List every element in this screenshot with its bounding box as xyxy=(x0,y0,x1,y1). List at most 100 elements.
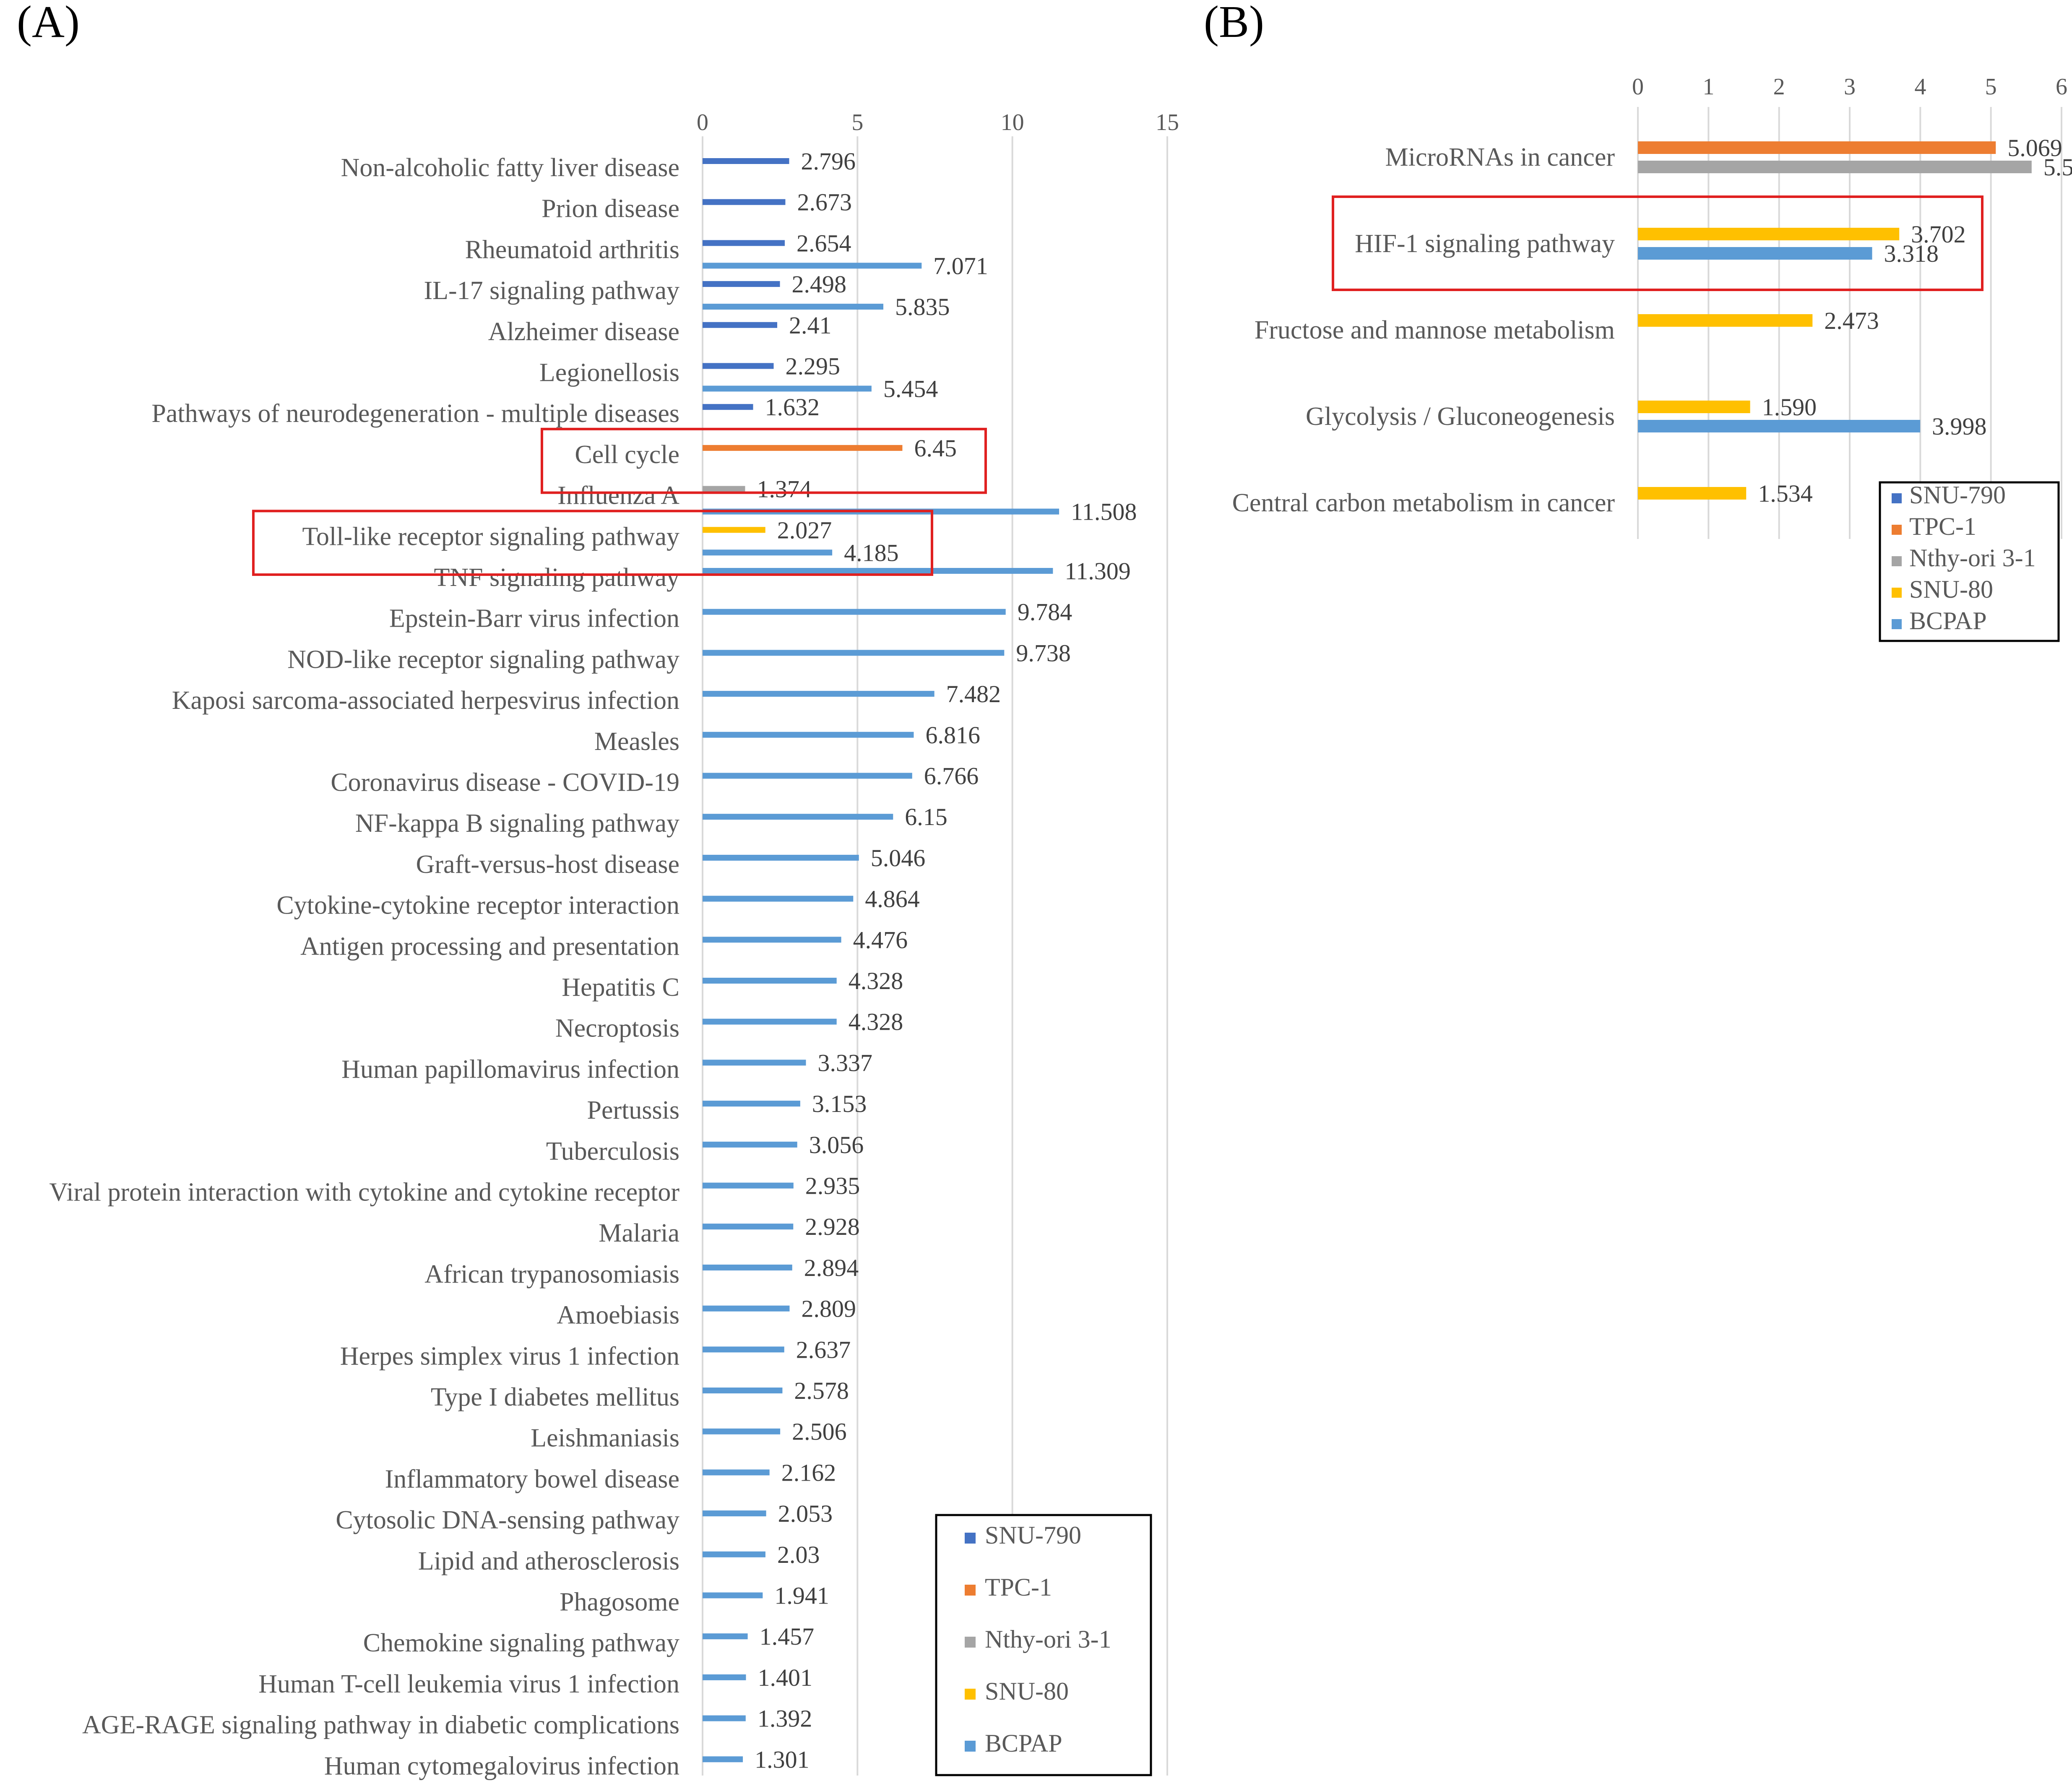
data-label-tpc-1-cell-cycle: 6.45 xyxy=(914,435,957,462)
bar-bcpap-il-17-signaling-pathway xyxy=(703,304,884,310)
bar-bcpap-kaposi-sarcoma-associated-herpesvirus-infection xyxy=(703,691,934,697)
category-label-hif-1-signaling-pathway: HIF-1 signaling pathway xyxy=(1355,229,1615,258)
legend-label-nthy-ori-3-1: Nthy-ori 3-1 xyxy=(1909,544,2036,572)
legend-label-tpc-1: TPC-1 xyxy=(985,1573,1052,1601)
bar-bcpap-nf-kappa-b-signaling-pathway xyxy=(703,814,893,820)
data-label-bcpap-nf-kappa-b-signaling-pathway: 6.15 xyxy=(905,803,947,831)
data-label-bcpap-glycolysis-gluconeogenesis: 3.998 xyxy=(1932,413,1987,440)
data-label-bcpap-nod-like-receptor-signaling-pathway: 9.738 xyxy=(1016,639,1071,666)
x-tick-label-4: 4 xyxy=(1914,74,1926,100)
category-label-cytosolic-dna-sensing-pathway: Cytosolic DNA-sensing pathway xyxy=(336,1506,679,1534)
legend-label-snu-80: SNU-80 xyxy=(1909,575,1993,603)
panel-b-chart: 0 1 2 3 4 5 6 MicroRNAs in cancer HIF-1 signalin… xyxy=(1232,74,2072,642)
bar-nthy-ori-3-1-micrornas-in-cancer xyxy=(1638,161,2032,173)
data-label-snu-80-hif-1-signaling-pathway: 3.702 xyxy=(1911,221,1966,248)
bar-bcpap-phagosome xyxy=(703,1592,763,1599)
legend-swatch-bcpap xyxy=(1892,619,1902,629)
bar-bcpap-chemokine-signaling-pathway xyxy=(703,1633,748,1640)
category-label-epstein-barr-virus-infection: Epstein-Barr virus infection xyxy=(389,604,679,633)
legend-swatch-bcpap xyxy=(965,1741,976,1752)
data-label-bcpap-il-17-signaling-pathway: 5.835 xyxy=(895,293,950,320)
legend-panel-a: SNU-790 TPC-1 Nthy-ori 3-1 SNU-80 BCPAP xyxy=(935,1514,1152,1776)
x-tick-label-5: 5 xyxy=(851,109,863,135)
category-label-alzheimer-disease: Alzheimer disease xyxy=(488,318,679,346)
category-label-fructose-and-mannose-metabolism: Fructose and mannose metabolism xyxy=(1255,316,1615,344)
bar-bcpap-tuberculosis xyxy=(703,1141,797,1148)
data-label-bcpap-hif-1-signaling-pathway: 3.318 xyxy=(1884,240,1939,267)
bar-bcpap-epstein-barr-virus-infection xyxy=(703,609,1006,615)
category-label-antigen-processing-and-presentation: Antigen processing and presentation xyxy=(300,932,679,961)
data-label-nthy-ori-3-1-influenza-a: 1.374 xyxy=(757,476,812,503)
category-label-glycolysis-gluconeogenesis: Glycolysis / Gluconeogenesis xyxy=(1306,402,1615,431)
category-label-inflammatory-bowel-disease: Inflammatory bowel disease xyxy=(385,1465,679,1493)
data-label-bcpap-measles: 6.816 xyxy=(925,721,980,749)
bar-bcpap-type-i-diabetes-mellitus xyxy=(703,1388,783,1393)
category-label-tnf-signaling-pathway: TNF signaling pathway xyxy=(434,563,680,592)
bar-bcpap-age-rage-signaling-pathway-in-diabetic-complications xyxy=(703,1715,746,1721)
category-label-herpes-simplex-virus-1-infection: Herpes simplex virus 1 infection xyxy=(340,1342,679,1370)
data-label-snu-80-fructose-and-mannose-metabolism: 2.473 xyxy=(1824,307,1879,334)
data-label-snu-80-central-carbon-metabolism-in-cancer: 1.534 xyxy=(1758,480,1813,507)
bar-bcpap-viral-protein-interaction-with-cytokine-and-cytokine-receptor xyxy=(703,1182,794,1189)
x-tick-label-10: 10 xyxy=(1001,109,1024,135)
bar-bcpap-malaria xyxy=(703,1224,794,1230)
data-label-bcpap-phagosome: 1.941 xyxy=(774,1582,829,1609)
data-label-bcpap-tuberculosis: 3.056 xyxy=(809,1131,864,1159)
legend-label-snu-80: SNU-80 xyxy=(985,1677,1069,1705)
x-tick-label-2: 2 xyxy=(1773,74,1785,100)
bar-bcpap-legionellosis xyxy=(703,385,872,392)
legend-label-snu-790: SNU-790 xyxy=(1909,481,2006,509)
data-label-snu-790-legionellosis: 2.295 xyxy=(786,353,841,380)
x-tick-label-0: 0 xyxy=(1632,74,1644,100)
bar-bcpap-herpes-simplex-virus-1-infection xyxy=(703,1346,784,1353)
data-label-bcpap-graft-versus-host-disease: 5.046 xyxy=(871,844,926,872)
bar-bcpap-toll-like-receptor-signaling-pathway xyxy=(703,549,833,556)
data-label-bcpap-cytosolic-dna-sensing-pathway: 2.053 xyxy=(778,1500,833,1527)
bar-bcpap-lipid-and-atherosclerosis xyxy=(703,1551,765,1557)
category-label-leishmaniasis: Leishmaniasis xyxy=(531,1424,679,1453)
legend-swatch-tpc-1 xyxy=(965,1585,976,1596)
bar-snu-80-fructose-and-mannose-metabolism xyxy=(1638,314,1813,327)
data-label-bcpap-amoebiasis: 2.809 xyxy=(801,1295,856,1323)
data-label-bcpap-pertussis: 3.153 xyxy=(812,1090,867,1117)
legend-label-tpc-1: TPC-1 xyxy=(1909,513,1976,540)
x-tick-label-6: 6 xyxy=(2056,74,2067,100)
bar-snu-790-alzheimer-disease xyxy=(703,322,778,328)
legend-swatch-nthy-ori-3-1 xyxy=(1892,556,1902,566)
bar-bcpap-cytosolic-dna-sensing-pathway xyxy=(703,1510,766,1517)
data-label-bcpap-necroptosis: 4.328 xyxy=(849,1008,903,1036)
highlight-box-toll-like-receptor-signaling-pathway xyxy=(252,510,933,576)
bar-bcpap-hepatitis-c xyxy=(703,978,837,984)
bar-snu-790-prion-disease xyxy=(703,199,786,205)
category-label-human-papillomavirus-infection: Human papillomavirus infection xyxy=(341,1055,679,1083)
data-label-bcpap-cytokine-cytokine-receptor-interaction: 4.864 xyxy=(865,885,920,913)
panel-b-label: (B) xyxy=(1204,0,1264,47)
data-label-bcpap-hepatitis-c: 4.328 xyxy=(849,967,903,995)
x-tick-label-0: 0 xyxy=(697,109,708,135)
bar-snu-790-non-alcoholic-fatty-liver-disease xyxy=(703,158,789,164)
data-label-bcpap-kaposi-sarcoma-associated-herpesvirus-infection: 7.482 xyxy=(946,680,1001,708)
legend-swatch-tpc-1 xyxy=(1892,525,1902,535)
data-label-bcpap-age-rage-signaling-pathway-in-diabetic-complications: 1.392 xyxy=(757,1705,812,1732)
category-label-nod-like-receptor-signaling-pathway: NOD-like receptor signaling pathway xyxy=(287,645,679,674)
data-label-bcpap-malaria: 2.928 xyxy=(805,1213,860,1240)
bar-snu-790-il-17-signaling-pathway xyxy=(703,281,780,287)
legend-box xyxy=(1879,481,2060,642)
highlight-box-cell-cycle xyxy=(541,427,987,494)
bar-bcpap-amoebiasis xyxy=(703,1305,790,1312)
bar-bcpap-hif-1-signaling-pathway xyxy=(1638,247,1872,260)
category-label-graft-versus-host-disease: Graft-versus-host disease xyxy=(416,850,679,879)
category-label-human-cytomegalovirus-infection: Human cytomegalovirus infection xyxy=(324,1752,679,1780)
bar-bcpap-human-cytomegalovirus-infection xyxy=(703,1756,743,1763)
bar-tpc-1-cell-cycle xyxy=(703,445,903,451)
legend-label-bcpap: BCPAP xyxy=(1909,607,1987,635)
category-label-prion-disease: Prion disease xyxy=(541,195,679,223)
bar-bcpap-antigen-processing-and-presentation xyxy=(703,937,841,943)
data-label-bcpap-leishmaniasis: 2.506 xyxy=(792,1418,847,1445)
panel-a-label: (A) xyxy=(17,0,80,47)
bar-bcpap-glycolysis-gluconeogenesis xyxy=(1638,420,1920,432)
category-label-type-i-diabetes-mellitus: Type I diabetes mellitus xyxy=(431,1383,679,1411)
category-label-cell-cycle: Cell cycle xyxy=(575,440,679,469)
data-label-snu-80-toll-like-receptor-signaling-pathway: 2.027 xyxy=(777,516,832,544)
